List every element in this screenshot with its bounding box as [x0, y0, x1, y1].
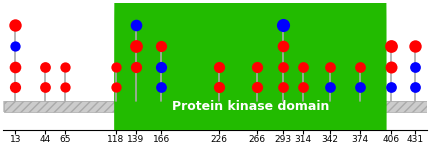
FancyBboxPatch shape: [114, 0, 387, 147]
Point: [387, 86, 394, 88]
Point: [326, 86, 333, 88]
Point: [132, 65, 139, 68]
Point: [132, 45, 139, 47]
Point: [215, 65, 222, 68]
Point: [41, 65, 48, 68]
Point: [61, 86, 68, 88]
Point: [300, 65, 307, 68]
Point: [12, 65, 18, 68]
Point: [12, 45, 18, 47]
Point: [412, 65, 418, 68]
Point: [357, 86, 364, 88]
Point: [357, 65, 364, 68]
Point: [300, 86, 307, 88]
Point: [41, 86, 48, 88]
Point: [254, 86, 261, 88]
Point: [61, 65, 68, 68]
Point: [412, 86, 418, 88]
Point: [254, 65, 261, 68]
Bar: [385, 101, 427, 112]
Point: [280, 45, 286, 47]
Point: [132, 24, 139, 26]
Bar: [4, 101, 116, 112]
Point: [158, 86, 165, 88]
Point: [12, 86, 18, 88]
Point: [280, 24, 286, 26]
Point: [412, 45, 418, 47]
Point: [215, 86, 222, 88]
Text: Protein kinase domain: Protein kinase domain: [172, 100, 329, 113]
Point: [280, 86, 286, 88]
Point: [387, 65, 394, 68]
Point: [280, 65, 286, 68]
Point: [12, 24, 18, 26]
Point: [158, 65, 165, 68]
Bar: [3, 101, 427, 112]
Point: [158, 45, 165, 47]
Point: [387, 45, 394, 47]
Point: [112, 86, 119, 88]
Point: [326, 65, 333, 68]
Point: [112, 65, 119, 68]
